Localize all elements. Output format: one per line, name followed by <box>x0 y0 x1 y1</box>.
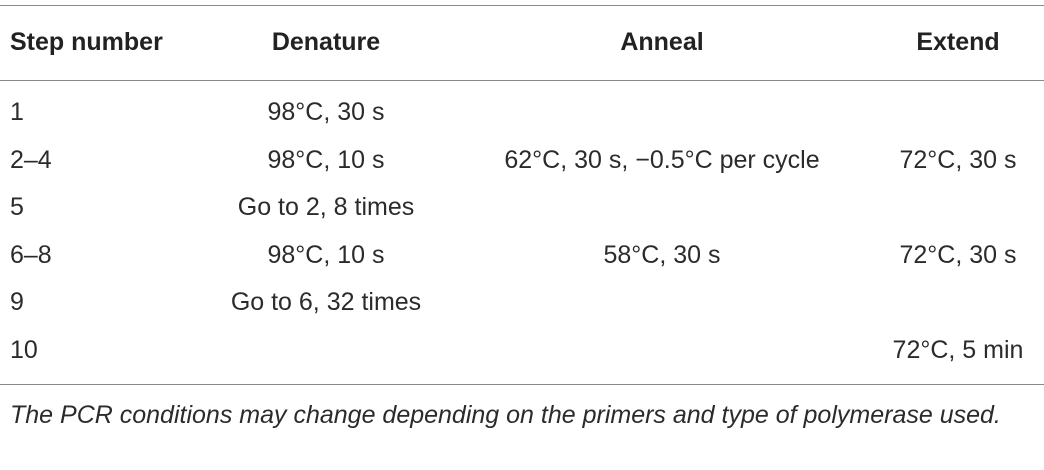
body-cell: 72°C, 5 min <box>892 336 1024 364</box>
body-cell: 72°C, 30 s <box>899 145 1017 174</box>
header-cell: Anneal <box>620 28 704 56</box>
header-cell: Extend <box>916 28 1000 56</box>
body-cell: 6–8 <box>10 240 52 269</box>
bottom-rule <box>0 384 1044 385</box>
body-cell: 10 <box>10 336 38 364</box>
body-cell: 58°C, 30 s <box>603 240 721 269</box>
header-rule <box>0 80 1044 81</box>
body-cell: Go to 6, 32 times <box>230 288 422 317</box>
footnote: The PCR conditions may change depending … <box>10 401 1001 429</box>
header-cell: Denature <box>271 28 381 56</box>
body-cell: 72°C, 30 s <box>899 240 1017 269</box>
body-cell: Go to 2, 8 times <box>237 193 415 222</box>
body-cell: 5 <box>10 193 24 222</box>
top-rule <box>0 5 1044 6</box>
body-cell: 2–4 <box>10 145 52 174</box>
body-cell: 98°C, 30 s <box>267 98 385 126</box>
body-cell: 1 <box>10 98 24 126</box>
body-cell: 62°C, 30 s, −0.5°C per cycle <box>504 145 820 174</box>
body-cell: 98°C, 10 s <box>267 240 385 269</box>
header-cell: Step number <box>10 28 163 56</box>
body-cell: 9 <box>10 288 24 317</box>
body-cell: 98°C, 10 s <box>267 145 385 174</box>
